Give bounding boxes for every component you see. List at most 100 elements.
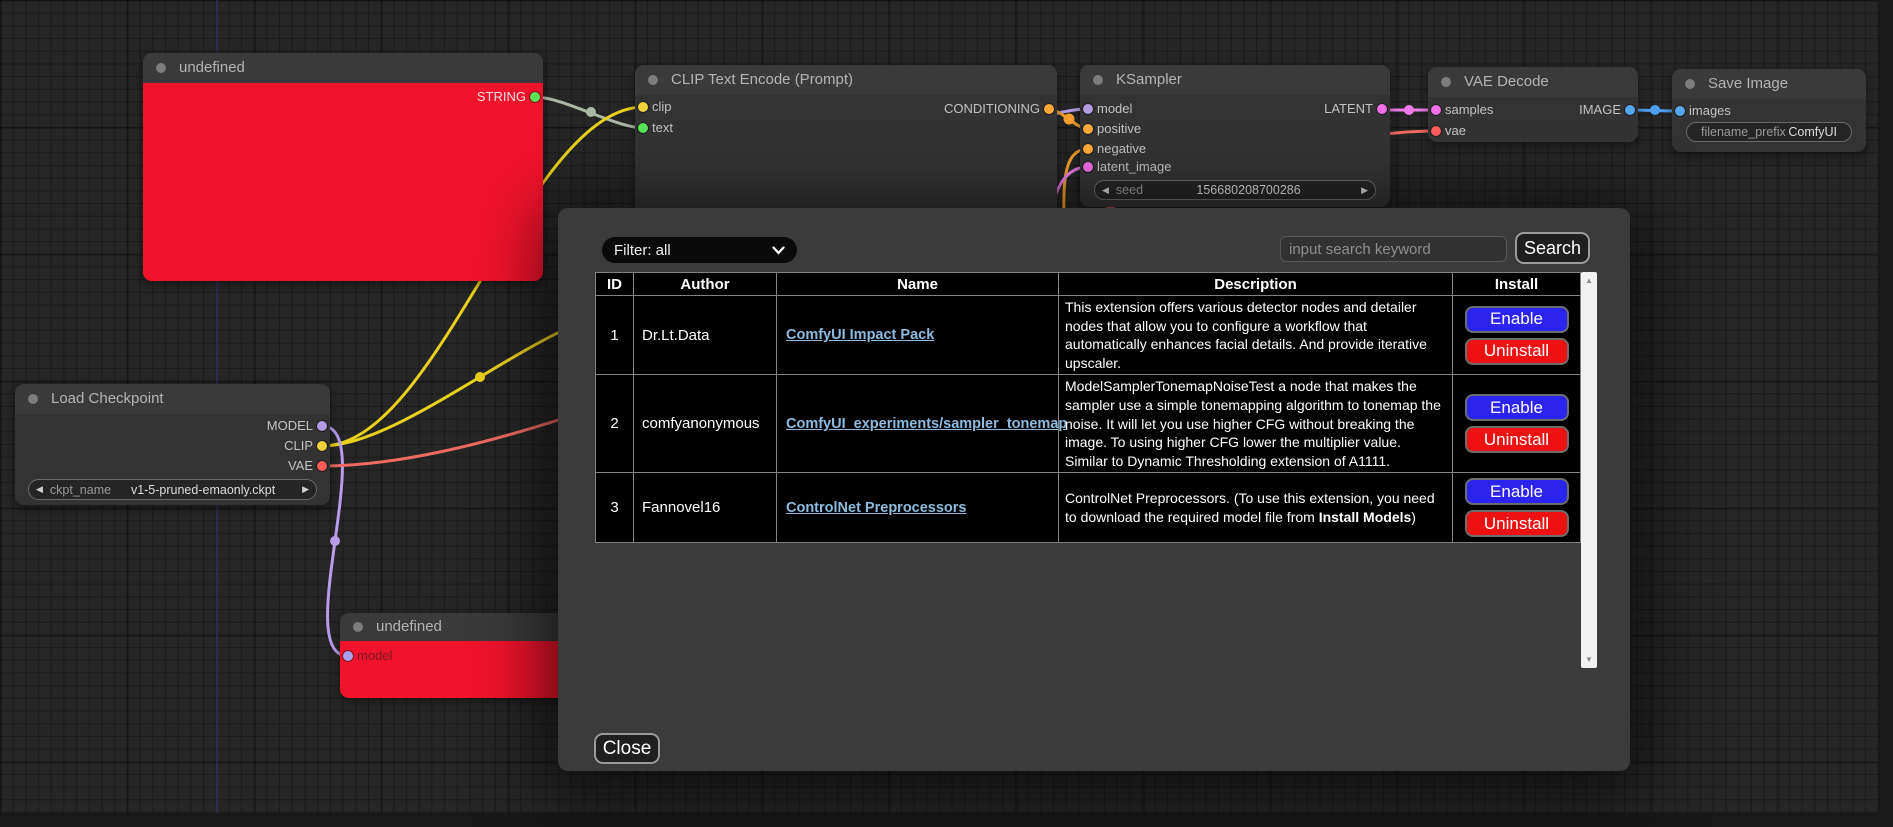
- node-load-checkpoint[interactable]: Load Checkpoint MODEL CLIP VAE ◀ ckpt_na…: [15, 384, 330, 505]
- node-undefined-bottom[interactable]: undefined model: [340, 613, 568, 698]
- cell-name: ControlNet Preprocessors: [776, 472, 1059, 544]
- input-label-model: model: [357, 648, 393, 663]
- header-name: Name: [776, 272, 1059, 296]
- input-label-model: model: [1097, 101, 1133, 116]
- extension-table: ID Author Name Description Install 1 Dr.L…: [595, 272, 1581, 544]
- extension-link[interactable]: ComfyUI Impact Pack: [786, 327, 935, 344]
- table-scrollbar[interactable]: ▲ ▼: [1581, 272, 1597, 668]
- output-dot-image[interactable]: [1625, 105, 1635, 115]
- table-row: 1 Dr.Lt.Data ComfyUI Impact Pack This exten…: [595, 294, 1581, 376]
- cell-id: 3: [595, 472, 634, 544]
- increment-arrow-icon[interactable]: ▶: [1361, 184, 1368, 195]
- input-dot-text[interactable]: [638, 123, 648, 133]
- canvas-edge-right: [1878, 0, 1893, 827]
- input-dot-images[interactable]: [1675, 106, 1685, 116]
- link-midpoint-dot[interactable]: [1063, 113, 1075, 125]
- node-collapse-dot[interactable]: [353, 622, 363, 632]
- output-dot-conditioning[interactable]: [1044, 104, 1054, 114]
- header-id: ID: [595, 272, 634, 296]
- cell-id: 1: [595, 294, 634, 376]
- node-save-image[interactable]: Save Image images filename_prefix ComfyU…: [1672, 69, 1866, 152]
- increment-arrow-icon[interactable]: ▶: [302, 484, 309, 494]
- cell-description: This extension offers various detector n…: [1058, 294, 1453, 376]
- input-dot-clip[interactable]: [638, 102, 648, 112]
- header-install: Install: [1452, 272, 1581, 296]
- search-input[interactable]: [1280, 236, 1507, 262]
- decrement-arrow-icon[interactable]: ◀: [36, 484, 43, 494]
- cell-name: ComfyUI Impact Pack: [776, 294, 1059, 376]
- cell-description: ControlNet Preprocessors. (To use this e…: [1058, 472, 1453, 544]
- enable-button[interactable]: Enable: [1464, 305, 1569, 333]
- extension-link[interactable]: ComfyUI_experiments/sampler_tonemap: [786, 415, 1068, 432]
- input-label-vae: vae: [1445, 123, 1466, 138]
- node-collapse-dot[interactable]: [1685, 79, 1695, 89]
- link-midpoint-dot[interactable]: [1650, 105, 1660, 115]
- link-midpoint-dot[interactable]: [475, 372, 485, 382]
- enable-button[interactable]: Enable: [1464, 394, 1569, 422]
- input-dot-vae[interactable]: [1431, 126, 1441, 136]
- canvas-edge-bottom: [0, 813, 1893, 827]
- input-dot-samples[interactable]: [1431, 105, 1441, 115]
- cell-author: Dr.Lt.Data: [633, 294, 777, 376]
- enable-button[interactable]: Enable: [1464, 478, 1569, 506]
- node-clip-text-encode[interactable]: CLIP Text Encode (Prompt) clip text COND…: [635, 65, 1057, 225]
- scroll-up-icon[interactable]: ▲: [1585, 276, 1593, 285]
- widget-value: v1-5-pruned-emaonly.ckpt: [130, 482, 276, 497]
- search-button[interactable]: Search: [1515, 232, 1590, 264]
- input-dot-model[interactable]: [343, 651, 353, 661]
- node-collapse-dot[interactable]: [1093, 75, 1103, 85]
- node-undefined-top[interactable]: undefined STRING: [143, 53, 543, 281]
- output-dot-latent[interactable]: [1377, 104, 1387, 114]
- seed-widget[interactable]: ◀ seed 156680208700286 ▶: [1094, 180, 1376, 200]
- uninstall-button[interactable]: Uninstall: [1464, 510, 1569, 538]
- uninstall-button[interactable]: Uninstall: [1464, 426, 1569, 454]
- link-midpoint-dot[interactable]: [586, 107, 596, 117]
- input-label-positive: positive: [1097, 121, 1142, 136]
- input-label-clip: clip: [652, 99, 672, 114]
- close-button[interactable]: Close: [594, 733, 660, 764]
- node-vae-decode[interactable]: VAE Decode samples vae IMAGE: [1428, 67, 1638, 142]
- input-dot-model[interactable]: [1083, 104, 1093, 114]
- output-dot-clip[interactable]: [317, 441, 327, 451]
- input-dot-negative[interactable]: [1083, 144, 1093, 154]
- extension-link[interactable]: ControlNet Preprocessors: [786, 499, 967, 516]
- node-title: KSampler: [1116, 71, 1182, 88]
- node-title: CLIP Text Encode (Prompt): [671, 71, 854, 88]
- cell-author: Fannovel16: [633, 472, 777, 544]
- input-label-text: text: [652, 120, 673, 135]
- output-dot-vae[interactable]: [317, 461, 327, 471]
- cell-id: 2: [595, 374, 634, 474]
- cell-install: Enable Uninstall: [1452, 294, 1581, 376]
- node-collapse-dot[interactable]: [648, 75, 658, 85]
- output-label-vae: VAE: [287, 458, 313, 473]
- widget-label: filename_prefix: [1701, 125, 1786, 139]
- output-label-conditioning: CONDITIONING: [943, 101, 1040, 116]
- extension-table-body: 1 Dr.Lt.Data ComfyUI Impact Pack This exten…: [595, 294, 1581, 544]
- decrement-arrow-icon[interactable]: ◀: [1102, 184, 1109, 195]
- node-title: undefined: [376, 618, 442, 635]
- link-midpoint-dot[interactable]: [1404, 105, 1414, 115]
- node-collapse-dot[interactable]: [156, 63, 166, 73]
- cell-install: Enable Uninstall: [1452, 472, 1581, 544]
- input-dot-latent-image[interactable]: [1083, 162, 1093, 172]
- input-label-latent-image: latent_image: [1097, 159, 1172, 174]
- filter-select[interactable]: Filter: all: [602, 237, 797, 263]
- widget-value: 156680208700286: [1196, 183, 1301, 197]
- node-title: Load Checkpoint: [51, 390, 164, 407]
- node-ksampler[interactable]: KSampler model positive negative latent_…: [1080, 65, 1390, 207]
- output-label-string: STRING: [476, 89, 526, 104]
- node-title: undefined: [179, 59, 245, 76]
- filename-prefix-widget[interactable]: filename_prefix ComfyUI: [1686, 122, 1852, 142]
- ckpt-name-widget[interactable]: ◀ ckpt_name v1-5-pruned-emaonly.ckpt ▶: [28, 479, 317, 500]
- output-dot-model[interactable]: [317, 421, 327, 431]
- scroll-down-icon[interactable]: ▼: [1585, 655, 1593, 664]
- node-collapse-dot[interactable]: [28, 394, 38, 404]
- table-row: 2 comfyanonymous ComfyUI_experiments/sampl…: [595, 374, 1581, 474]
- node-collapse-dot[interactable]: [1441, 77, 1451, 87]
- output-dot-string[interactable]: [530, 92, 540, 102]
- input-dot-positive[interactable]: [1083, 124, 1093, 134]
- extension-manager-dialog: Filter: all Search ID Author Name Descri…: [558, 208, 1630, 771]
- uninstall-button[interactable]: Uninstall: [1464, 337, 1569, 365]
- link-midpoint-dot[interactable]: [330, 536, 340, 546]
